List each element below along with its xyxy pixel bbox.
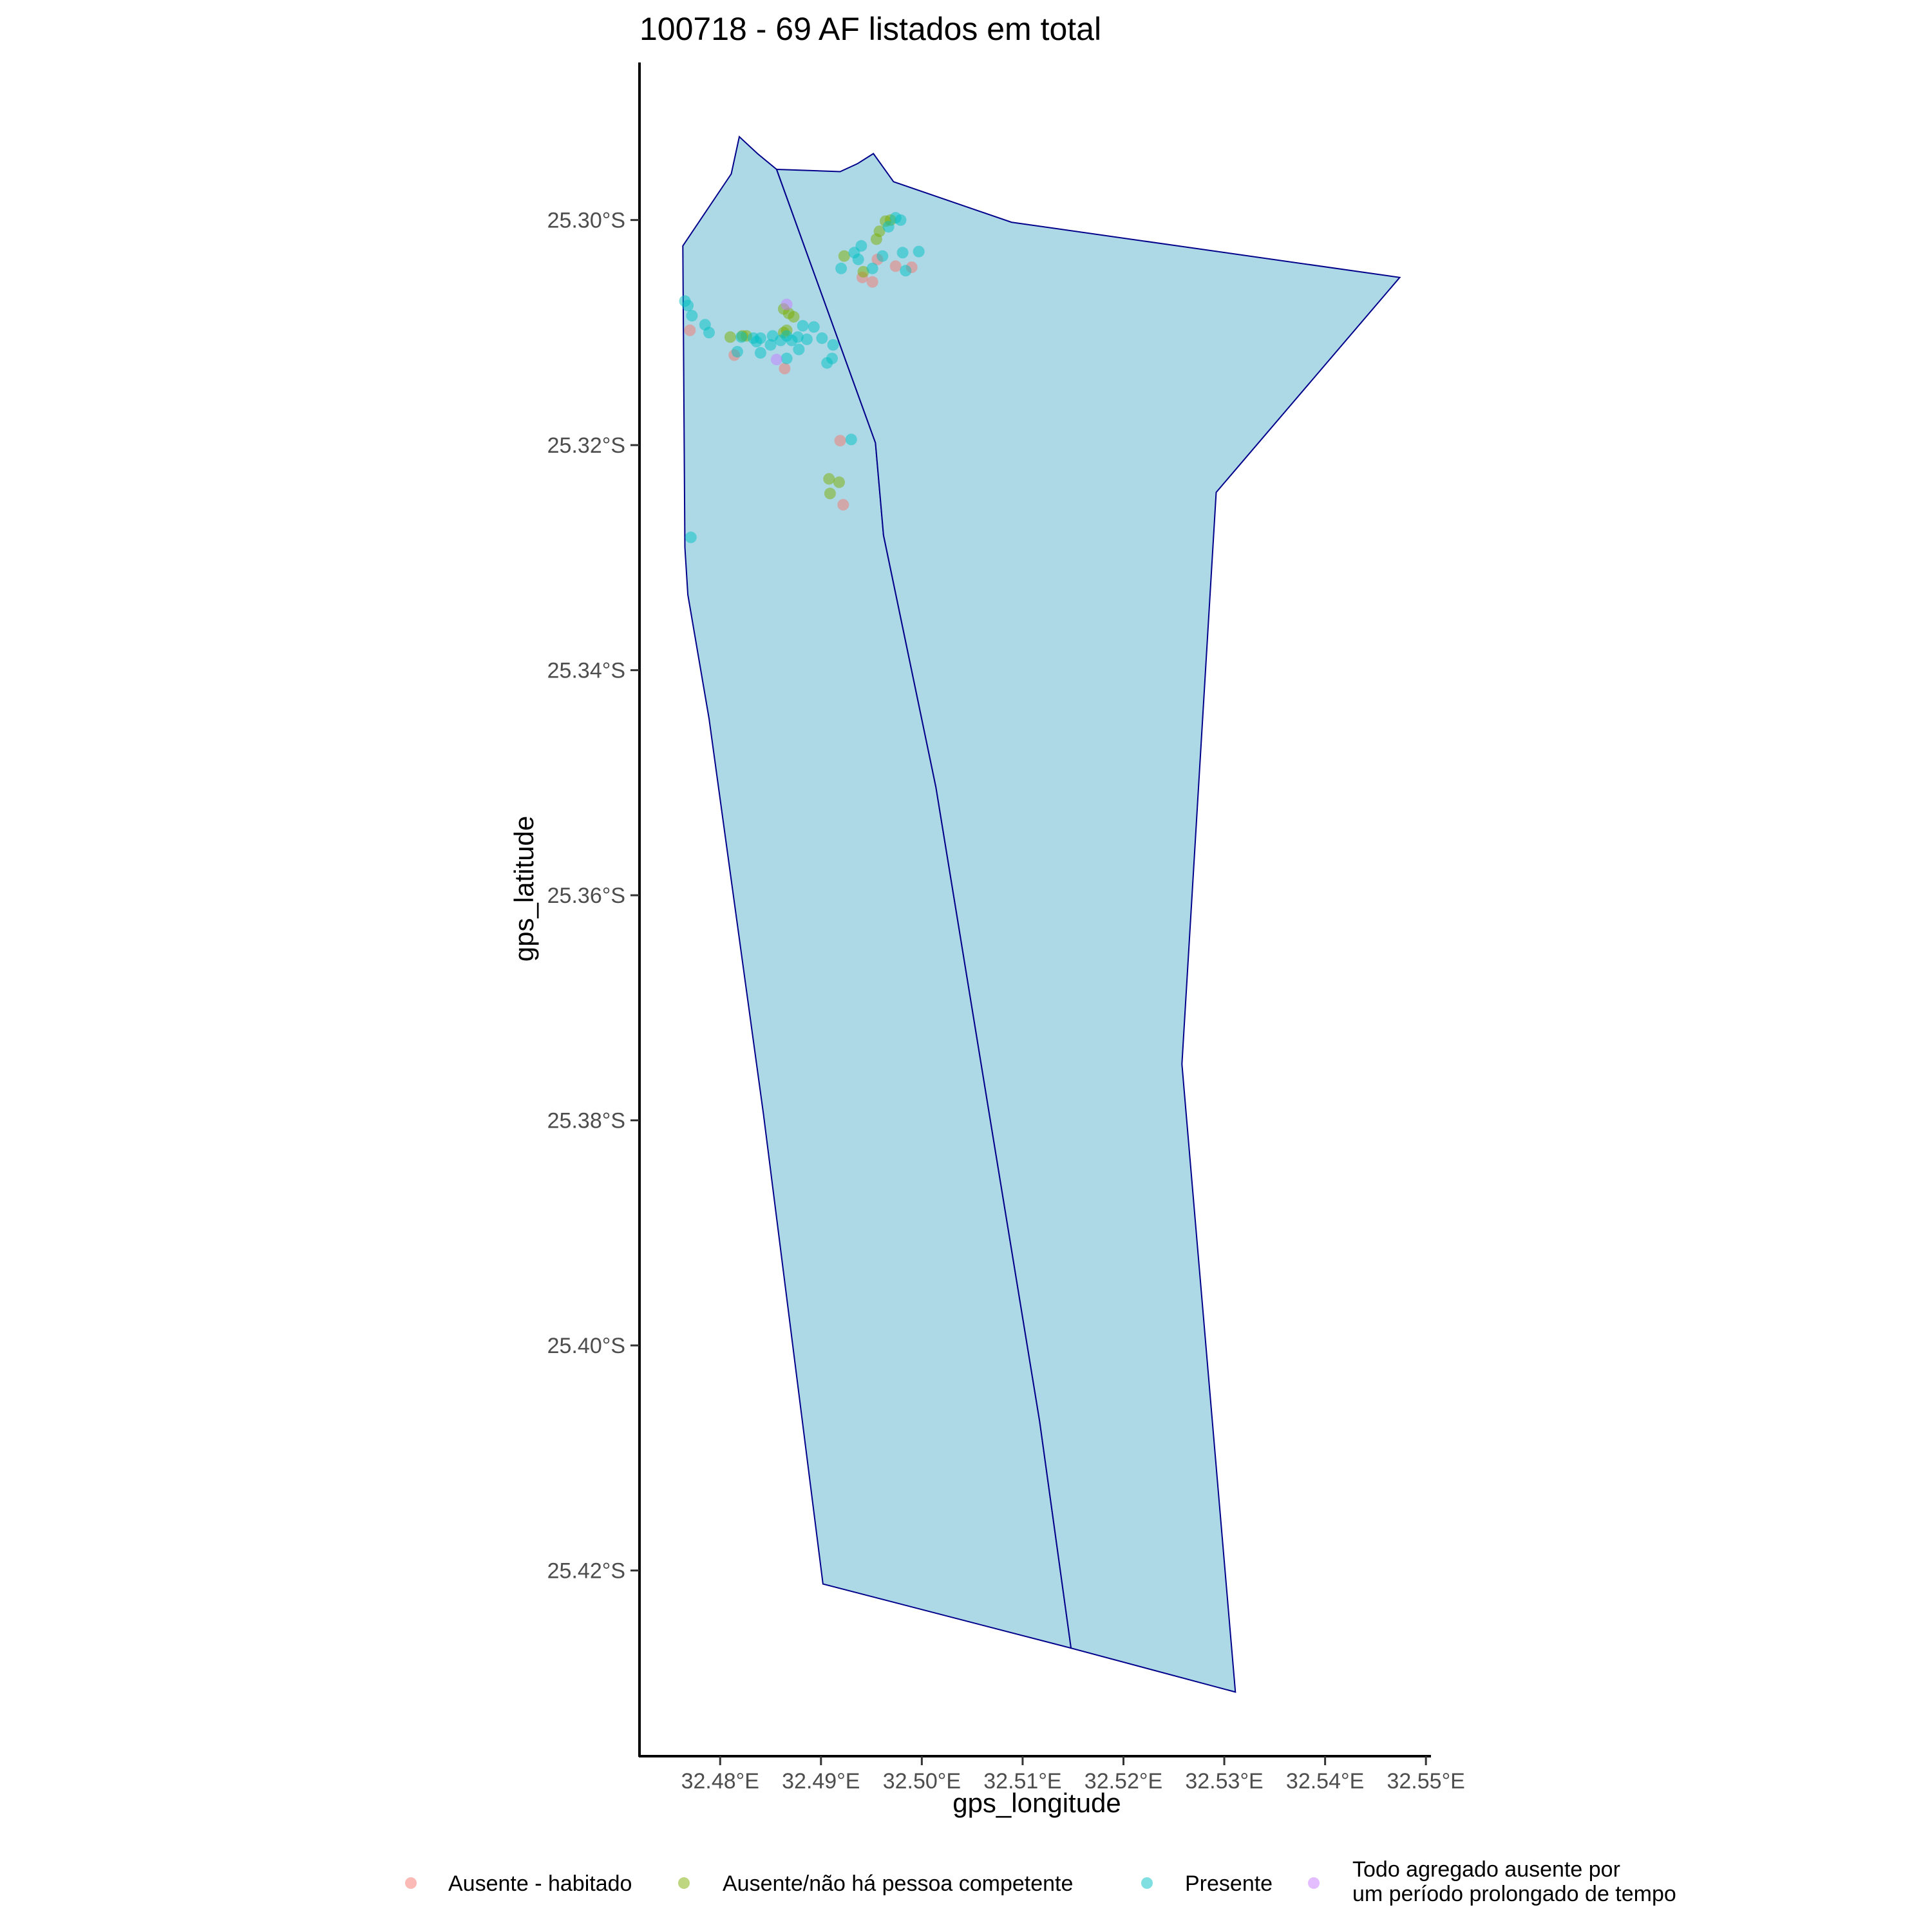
region-polygon-2 (775, 153, 1401, 1693)
data-point (834, 435, 846, 447)
data-point (686, 310, 698, 322)
data-point (684, 324, 696, 336)
data-point (797, 319, 809, 332)
data-point (770, 354, 782, 366)
data-point (855, 240, 867, 252)
legend: Ausente - habitado Ausente/não há pessoa … (405, 1857, 1676, 1906)
chart-title: 100718 - 69 AF listados em total (639, 11, 1101, 47)
data-point (816, 332, 828, 345)
y-tick-label: 25.32°S (547, 433, 625, 458)
data-point (735, 331, 748, 343)
data-point (779, 363, 791, 375)
y-tick-label: 25.42°S (547, 1559, 625, 1584)
x-tick-label: 32.52°E (1084, 1769, 1162, 1794)
data-point (808, 321, 820, 333)
region-polygons (682, 135, 1401, 1693)
data-point (889, 260, 902, 272)
data-point (781, 352, 793, 365)
data-point (781, 298, 793, 310)
data-point (754, 346, 766, 359)
data-point (800, 333, 813, 345)
data-point (866, 262, 878, 274)
data-point (895, 214, 907, 226)
data-point (724, 331, 736, 343)
data-point (852, 253, 864, 265)
y-tick-label: 25.30°S (547, 209, 625, 233)
y-tick-label: 25.36°S (547, 884, 625, 908)
data-point (754, 332, 766, 345)
data-point (833, 476, 845, 488)
data-point (838, 250, 850, 262)
x-tick-label: 32.53°E (1185, 1769, 1263, 1794)
data-point (866, 276, 878, 288)
legend-label: Presente (1185, 1871, 1273, 1896)
x-tick-label: 32.49°E (782, 1769, 860, 1794)
household-points (679, 212, 925, 544)
x-tick-label: 32.50°E (883, 1769, 961, 1794)
y-axis-title: gps_latitude (509, 816, 539, 962)
axes (638, 62, 1431, 1757)
y-tick-label: 25.34°S (547, 659, 625, 683)
x-tick-label: 32.55°E (1387, 1769, 1464, 1794)
legend-key (405, 1877, 417, 1889)
data-point (873, 225, 886, 238)
legend-key (1141, 1877, 1153, 1889)
legend-label: Ausente/não há pessoa competente (723, 1871, 1073, 1896)
y-tick-label: 25.38°S (547, 1109, 625, 1133)
data-point (791, 331, 804, 343)
data-point (682, 299, 694, 312)
x-tick-label: 32.51°E (983, 1769, 1061, 1794)
data-point (788, 310, 800, 323)
data-point (685, 531, 697, 544)
legend-label: Ausente - habitado (448, 1871, 632, 1896)
data-point (764, 339, 777, 351)
data-point (857, 266, 869, 278)
data-point (823, 473, 835, 485)
tick-labels: 32.48°E 32.49°E 32.50°E 32.51°E 32.52°E 32.53… (547, 209, 1465, 1794)
data-point (900, 265, 912, 277)
data-point (835, 262, 848, 274)
x-tick-label: 32.48°E (681, 1769, 759, 1794)
data-point (731, 346, 743, 358)
data-point (882, 221, 895, 233)
data-point (896, 247, 909, 259)
data-point (824, 488, 836, 500)
data-point (793, 343, 805, 355)
data-point (703, 327, 715, 339)
legend-label: Todo agregado ausente por um período prol… (1352, 1857, 1676, 1906)
legend-key (1308, 1877, 1320, 1889)
data-point (827, 339, 839, 351)
data-point (876, 250, 889, 262)
data-point (826, 352, 838, 365)
legend-key (678, 1877, 690, 1889)
data-point (837, 498, 849, 511)
y-tick-label: 25.40°S (547, 1334, 625, 1358)
data-point (913, 245, 925, 258)
x-tick-label: 32.54°E (1286, 1769, 1364, 1794)
data-point (845, 433, 857, 446)
x-axis-title: gps_longitude (952, 1788, 1121, 1818)
